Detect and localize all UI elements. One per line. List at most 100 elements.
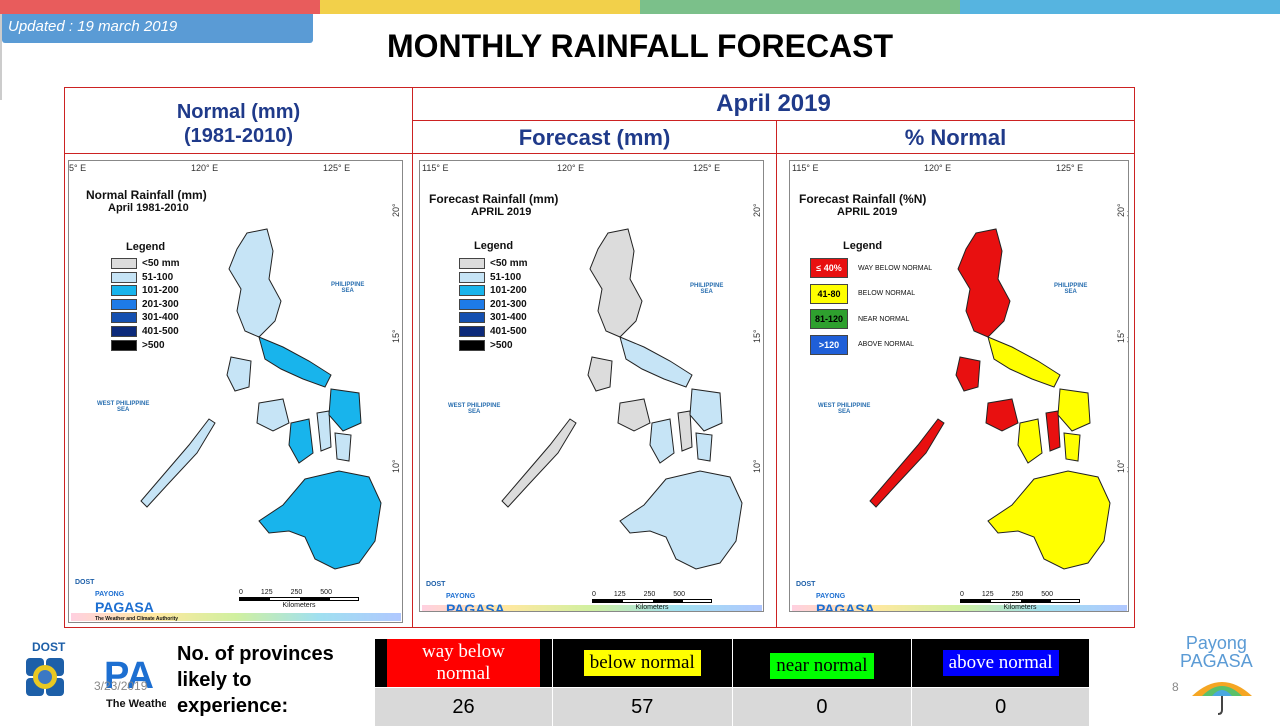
legend-row: 401-500 (459, 326, 527, 337)
pct-legend-label: WAY BELOW NORMAL (858, 264, 933, 272)
scale-tick: 500 (673, 591, 685, 598)
forecast-legend-title: Legend (474, 240, 514, 252)
coord-lon-120: 120° E (191, 163, 219, 173)
ps2-line2: SEA (700, 289, 713, 295)
map-logo-tagline: The Weather and Climate Authority (95, 616, 179, 622)
provinces-label: No. of provinces likely to experience: (177, 641, 334, 719)
legend-swatch (111, 326, 137, 337)
legend-row: 201-300 (111, 298, 179, 310)
normal-map-title-1: Normal Rainfall (mm) (86, 188, 207, 202)
legend-swatch (111, 298, 137, 310)
legend-swatch (459, 312, 485, 324)
scale-tick: 250 (1011, 591, 1024, 598)
legend-label: <50 mm (490, 258, 528, 269)
scale-tick: 125 (981, 591, 994, 598)
scale-tick: 0 (239, 589, 243, 596)
provinces-label-1: No. of provinces (177, 643, 334, 665)
legend-swatch (459, 271, 485, 283)
normal-header-line2: (1981-2010) (184, 125, 293, 147)
province-region (955, 356, 981, 392)
top-color-bar (0, 0, 1280, 14)
legend-row: 401-500 (111, 326, 179, 337)
coord-lon-120-b: 120° E (557, 163, 585, 173)
pct-legend-box: 41-80 (810, 283, 848, 304)
scale-tick: 500 (320, 589, 332, 596)
legend-swatch (459, 298, 485, 310)
pct-legend-box: 81-120 (810, 309, 848, 329)
province-region (316, 410, 332, 452)
province-region (288, 418, 314, 464)
scale-tick: 500 (1041, 591, 1053, 598)
legend-swatch (111, 312, 137, 324)
province-region (985, 398, 1019, 432)
legend-swatch (111, 271, 137, 283)
top-bar-yellow (320, 0, 640, 14)
forecast-islands (501, 228, 743, 570)
province-region (649, 418, 675, 464)
ps2-line1: PHILIPPINE (690, 283, 724, 289)
scale-bar: 0 125 250 500 Kilometers (960, 591, 1080, 611)
pct-map-title: Forecast Rainfall (%N) APRIL 2019 (799, 193, 926, 219)
pct-panel (776, 153, 1135, 628)
legend-swatch (459, 339, 485, 351)
legend-swatch (111, 339, 137, 351)
legend-label: 301-400 (142, 312, 179, 324)
scale-unit: Kilometers (282, 602, 316, 609)
coord-lon-125-b: 125° E (693, 163, 721, 173)
philippine-sea-label-1: PHILIPPINE SEA (331, 282, 364, 294)
legend-row: 201-300 (459, 298, 527, 310)
normal-map-title: Normal Rainfall (mm) April 1981-2010 (86, 189, 207, 215)
province-region (258, 336, 332, 388)
normal-header-line1: Normal (mm) (176, 101, 301, 123)
legend-label: 51-100 (142, 271, 174, 283)
top-bar-red (0, 0, 320, 14)
provinces-label-2: likely to (177, 669, 252, 691)
province-region (1063, 432, 1081, 462)
category-row: way below normal below normal near norma… (374, 638, 1090, 688)
normal-gradient-bar (71, 613, 401, 621)
legend-label: >500 (490, 339, 513, 351)
province-region (677, 410, 693, 452)
legend-swatch (111, 258, 137, 269)
legend-row: <50 mm (459, 258, 528, 269)
wps-line2: SEA (117, 407, 130, 413)
pct-legend-label: NEAR NORMAL (858, 315, 910, 323)
pct-legend-row: ≤ 40% WAY BELOW NORMAL (810, 258, 932, 278)
normal-islands (140, 228, 382, 570)
scale-unit: Kilometers (635, 604, 669, 611)
legend-swatch (459, 326, 485, 337)
scale-unit: Kilometers (1003, 604, 1037, 611)
footer-date: 3/23/2019 (94, 679, 148, 693)
legend-swatch (459, 258, 485, 269)
month-header: April 2019 (412, 87, 1135, 121)
province-region (617, 398, 651, 432)
scale-bar: 0 125 250 500 Kilometers (592, 591, 712, 611)
pagasa-text: PAGASA (1180, 651, 1253, 671)
province-region (619, 336, 693, 388)
coord-lon-120-c: 120° E (924, 163, 952, 173)
cat-above: above normal (942, 650, 1059, 676)
normal-header: Normal (mm) (1981-2010) (64, 87, 413, 154)
legend-row: >500 (459, 339, 513, 351)
province-region (689, 388, 723, 432)
province-region (987, 470, 1111, 570)
pct-normal-map: 115° E 120° E 125° E 20° N 15° N 10° N F… (789, 160, 1129, 612)
normal-legend-title: Legend (126, 241, 166, 253)
legend-label: 201-300 (490, 298, 527, 310)
pct-legend-box: ≤ 40% (810, 258, 848, 278)
legend-label: 101-200 (490, 285, 527, 297)
page-number: 8 (1172, 680, 1179, 694)
scale-tick: 250 (643, 591, 656, 598)
province-region (695, 432, 713, 462)
coord-lon-115-c: 115° E (792, 163, 819, 173)
coord-lon-115: 5° E (69, 163, 87, 173)
map-logo-payong: PAYONG (95, 591, 125, 598)
province-region (957, 228, 1011, 338)
top-bar-green (640, 0, 960, 14)
ps-line1: PHILIPPINE (331, 282, 365, 288)
updated-badge: Updated : 19 march 2019 (2, 14, 313, 43)
pct-legend-row: 41-80 BELOW NORMAL (810, 283, 915, 304)
